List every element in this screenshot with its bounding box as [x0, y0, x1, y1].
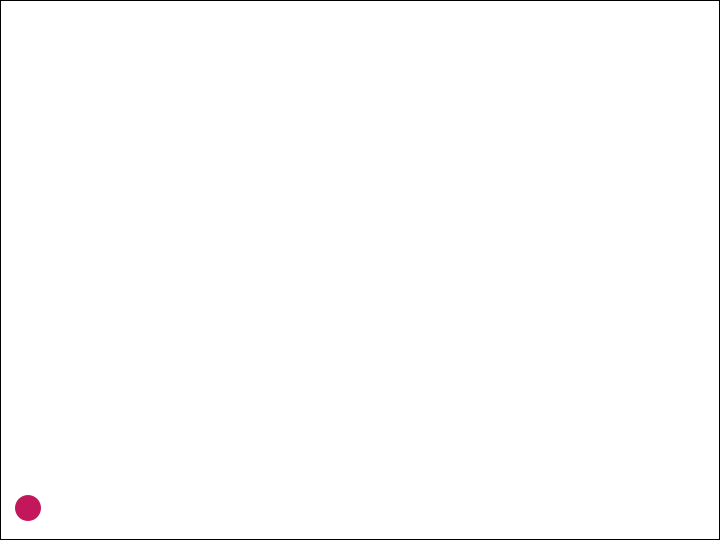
slide-number-badge: [15, 495, 41, 521]
footer: [1, 497, 719, 527]
